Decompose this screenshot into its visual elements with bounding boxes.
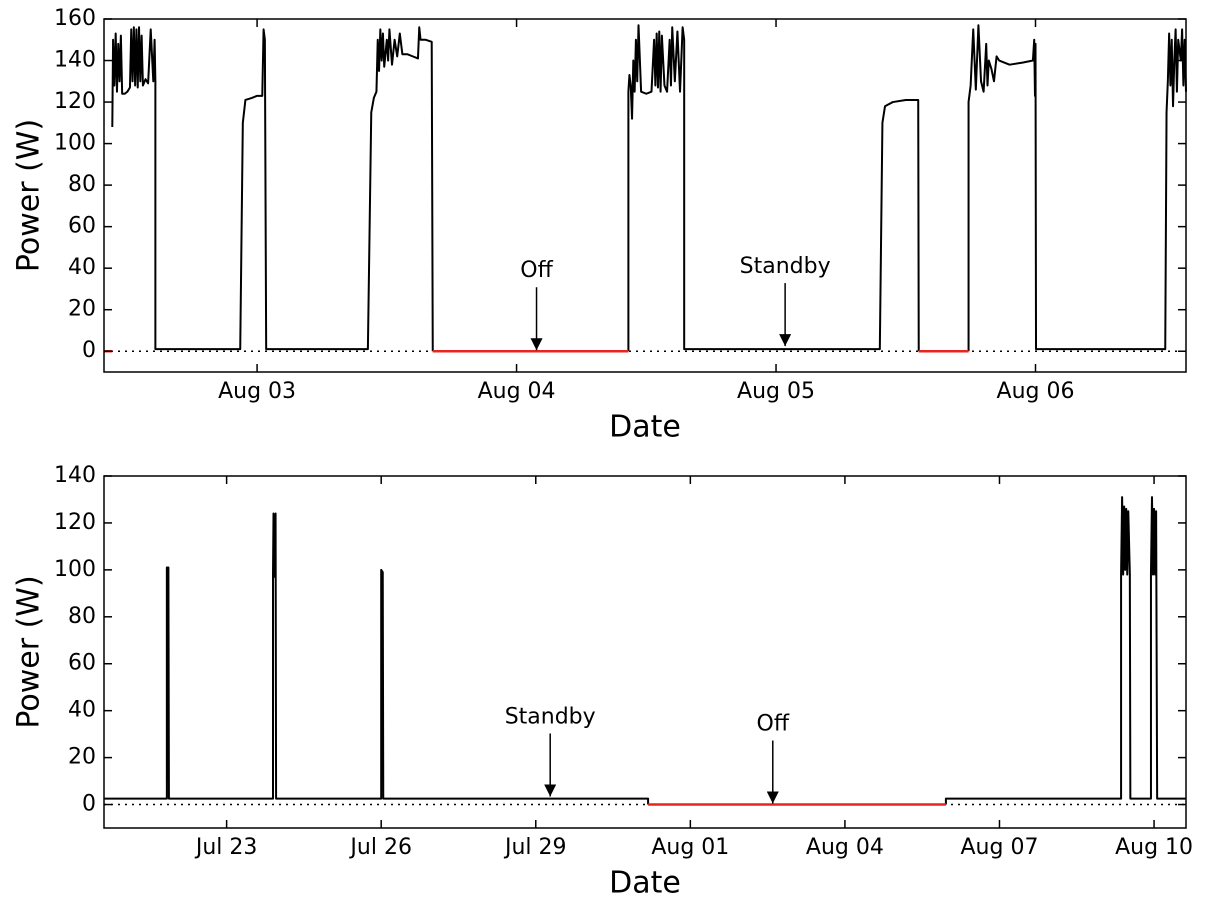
annotation-text: Off — [757, 712, 790, 737]
y-tick-label: 60 — [68, 214, 96, 239]
x-axis-label: Date — [609, 410, 681, 445]
y-tick-label: 120 — [54, 89, 96, 114]
y-tick-label: 20 — [68, 745, 96, 770]
y-tick-label: 80 — [68, 604, 96, 629]
x-tick-label: Jul 29 — [503, 835, 567, 860]
plot-frame — [103, 18, 1187, 373]
annotation-text: Standby — [740, 254, 831, 279]
x-tick-label: Aug 06 — [997, 379, 1075, 404]
y-tick-label: 100 — [54, 131, 96, 156]
y-tick-label: 0 — [82, 338, 96, 363]
x-tick-label: Aug 10 — [1115, 835, 1193, 860]
x-tick-label: Aug 04 — [806, 835, 884, 860]
y-axis-label: Power (W) — [12, 119, 47, 272]
y-tick-label: 60 — [68, 651, 96, 676]
x-tick-label: Jul 26 — [348, 835, 412, 860]
annotation-text: Off — [520, 258, 553, 283]
y-tick-label: 0 — [82, 792, 96, 817]
annotation-text: Standby — [505, 704, 596, 729]
y-tick-label: 40 — [68, 255, 96, 280]
y-tick-label: 20 — [68, 297, 96, 322]
x-tick-label: Aug 07 — [961, 835, 1039, 860]
y-axis-label: Power (W) — [12, 575, 47, 728]
y-tick-label: 80 — [68, 172, 96, 197]
y-tick-label: 140 — [54, 48, 96, 73]
plot-frame — [103, 475, 1187, 829]
power-line — [104, 496, 1186, 805]
power-line — [111, 24, 1187, 352]
x-tick-label: Jul 23 — [194, 835, 258, 860]
y-tick-label: 100 — [54, 557, 96, 582]
y-tick-label: 140 — [54, 463, 96, 488]
x-axis-label: Date — [609, 866, 681, 900]
y-tick-label: 40 — [68, 698, 96, 723]
x-tick-label: Aug 05 — [737, 379, 815, 404]
x-tick-label: Aug 01 — [651, 835, 729, 860]
x-tick-label: Aug 03 — [218, 379, 296, 404]
y-tick-label: 160 — [54, 6, 96, 31]
y-tick-label: 120 — [54, 510, 96, 535]
x-tick-label: Aug 04 — [478, 379, 556, 404]
